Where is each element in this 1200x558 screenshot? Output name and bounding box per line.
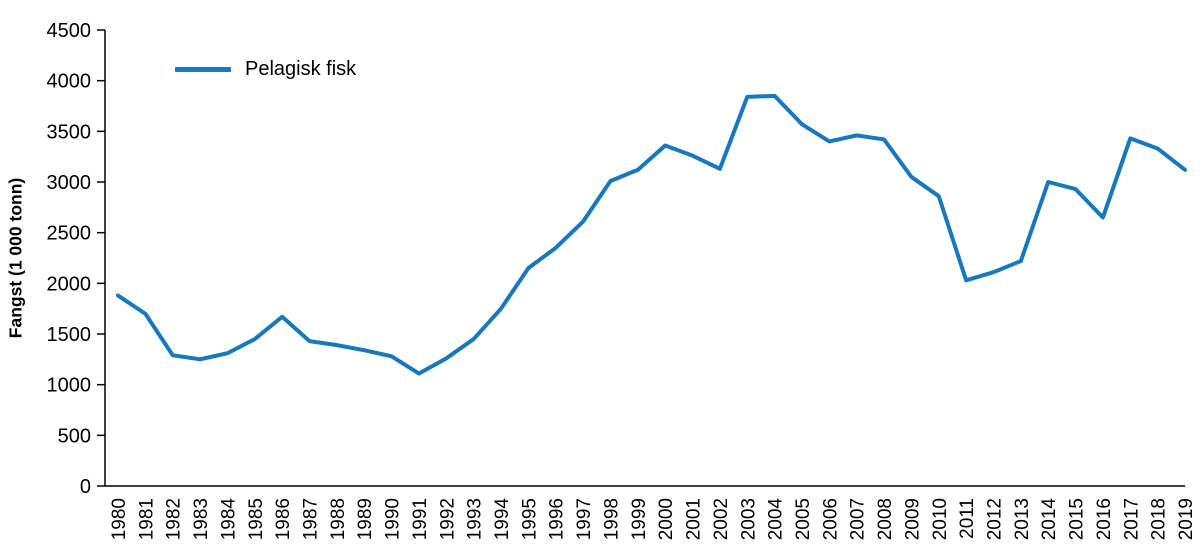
svg-text:1985: 1985: [246, 498, 267, 540]
svg-text:1500: 1500: [47, 324, 92, 346]
svg-text:2002: 2002: [711, 498, 732, 540]
svg-text:1984: 1984: [218, 498, 239, 541]
svg-text:2001: 2001: [684, 498, 705, 540]
svg-text:1987: 1987: [301, 498, 322, 540]
svg-text:1983: 1983: [191, 498, 212, 540]
svg-text:2007: 2007: [848, 498, 869, 540]
svg-text:1995: 1995: [519, 498, 540, 540]
svg-text:1999: 1999: [629, 498, 650, 540]
legend-line-swatch: [175, 67, 231, 72]
svg-text:1998: 1998: [601, 498, 622, 540]
svg-text:2018: 2018: [1149, 498, 1170, 540]
svg-text:1991: 1991: [410, 498, 431, 540]
svg-text:2003: 2003: [738, 498, 759, 540]
svg-text:1981: 1981: [136, 498, 157, 540]
y-axis-title: Fangst (1 000 tonn): [5, 177, 26, 339]
svg-text:2015: 2015: [1067, 498, 1088, 540]
svg-text:2000: 2000: [47, 273, 92, 295]
svg-text:2006: 2006: [820, 498, 841, 540]
svg-text:2010: 2010: [930, 498, 951, 540]
svg-text:1988: 1988: [328, 498, 349, 540]
svg-text:2004: 2004: [766, 498, 787, 541]
svg-text:4500: 4500: [47, 20, 92, 42]
legend-label: Pelagisk fisk: [245, 58, 357, 80]
svg-text:500: 500: [58, 425, 91, 447]
svg-text:2000: 2000: [656, 498, 677, 540]
legend: Pelagisk fisk: [175, 58, 356, 81]
svg-text:1992: 1992: [437, 498, 458, 540]
svg-text:2017: 2017: [1121, 498, 1142, 540]
svg-text:2012: 2012: [984, 498, 1005, 540]
svg-text:3000: 3000: [47, 172, 92, 194]
svg-text:2013: 2013: [1012, 498, 1033, 540]
svg-text:1997: 1997: [574, 498, 595, 540]
svg-text:1996: 1996: [547, 498, 568, 540]
svg-text:1993: 1993: [465, 498, 486, 540]
svg-text:2500: 2500: [47, 223, 92, 245]
svg-text:1994: 1994: [492, 498, 513, 541]
svg-text:0: 0: [80, 476, 91, 498]
svg-text:2008: 2008: [875, 498, 896, 540]
svg-text:2016: 2016: [1094, 498, 1115, 540]
svg-text:2011: 2011: [957, 498, 978, 539]
svg-text:1000: 1000: [47, 375, 92, 397]
svg-text:2019: 2019: [1176, 498, 1197, 540]
svg-text:1989: 1989: [355, 498, 376, 540]
svg-text:1982: 1982: [164, 498, 185, 540]
svg-text:1980: 1980: [109, 498, 130, 540]
svg-text:2009: 2009: [902, 498, 923, 540]
svg-text:3500: 3500: [47, 121, 92, 143]
svg-text:2005: 2005: [793, 498, 814, 540]
svg-text:1986: 1986: [273, 498, 294, 540]
svg-text:4000: 4000: [47, 71, 92, 93]
svg-text:1990: 1990: [383, 498, 404, 540]
svg-text:2014: 2014: [1039, 498, 1060, 541]
